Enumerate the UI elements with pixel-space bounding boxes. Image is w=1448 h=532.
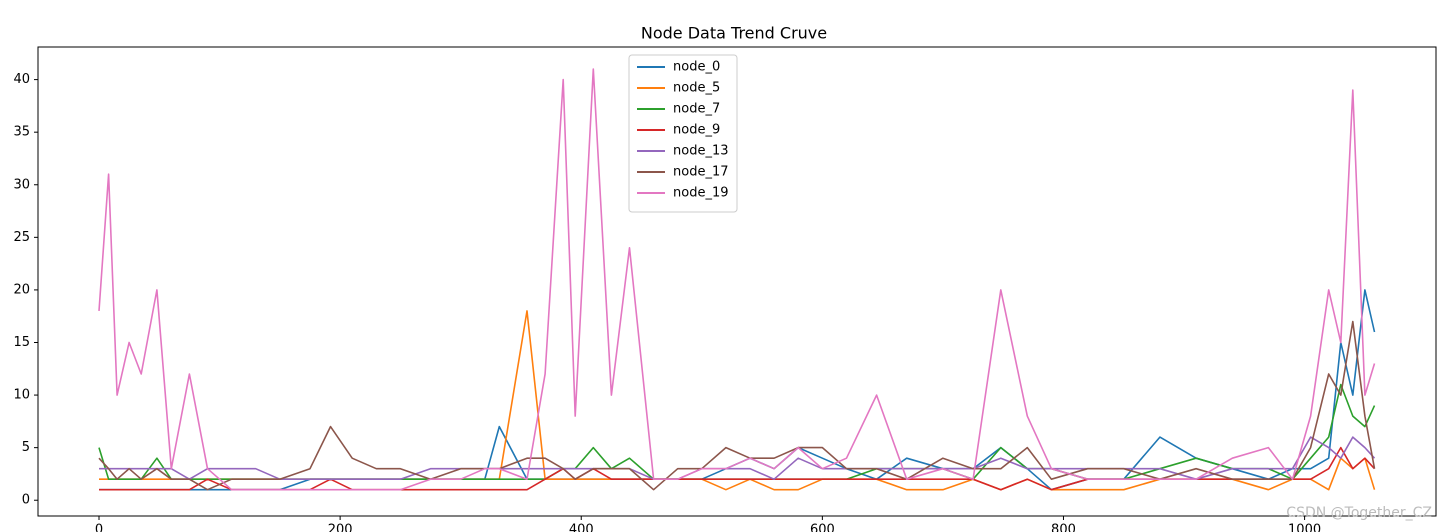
legend: node_0 node_5 node_7 node_9 node_13 node_17no… [628,54,738,213]
x-tick-label: 600 [810,523,835,532]
axes-frame [37,46,1437,517]
series-line [98,383,1376,480]
y-tick-label: 0 [22,493,30,508]
plot-area [98,68,1376,491]
y-tick-label: 20 [13,282,30,297]
y-tick-label: 25 [13,230,30,245]
legend-label: node_9 [673,123,720,138]
legend-label: node_19 [673,186,729,201]
y-tick-label: 10 [13,388,30,403]
x-tick-label: 800 [1051,523,1076,532]
series-line [99,289,1376,491]
y-tick-label: 30 [13,177,30,192]
x-tick-label: 0 [95,523,103,532]
legend-label: node_5 [673,81,720,96]
legend-label: node_0 [673,60,720,75]
x-tick-label: 200 [328,523,353,532]
y-tick-label: 40 [13,72,30,87]
series-line [98,320,1376,491]
chart-title: Node Data Trend Cruve [641,24,827,43]
series-line [98,68,1376,491]
y-tick-label: 15 [13,335,30,350]
legend-label: node_7 [673,102,720,117]
legend-label: node_13 [673,144,729,159]
y-tick-label: 5 [22,440,30,455]
y-tick-label: 35 [13,125,30,140]
legend-label: node_17 [673,165,729,180]
x-tick-label: 400 [569,523,594,532]
series-line [99,310,1376,491]
x-tick-label: 1000 [1288,523,1321,532]
watermark: CSDN @Together_CZ [1286,505,1432,521]
